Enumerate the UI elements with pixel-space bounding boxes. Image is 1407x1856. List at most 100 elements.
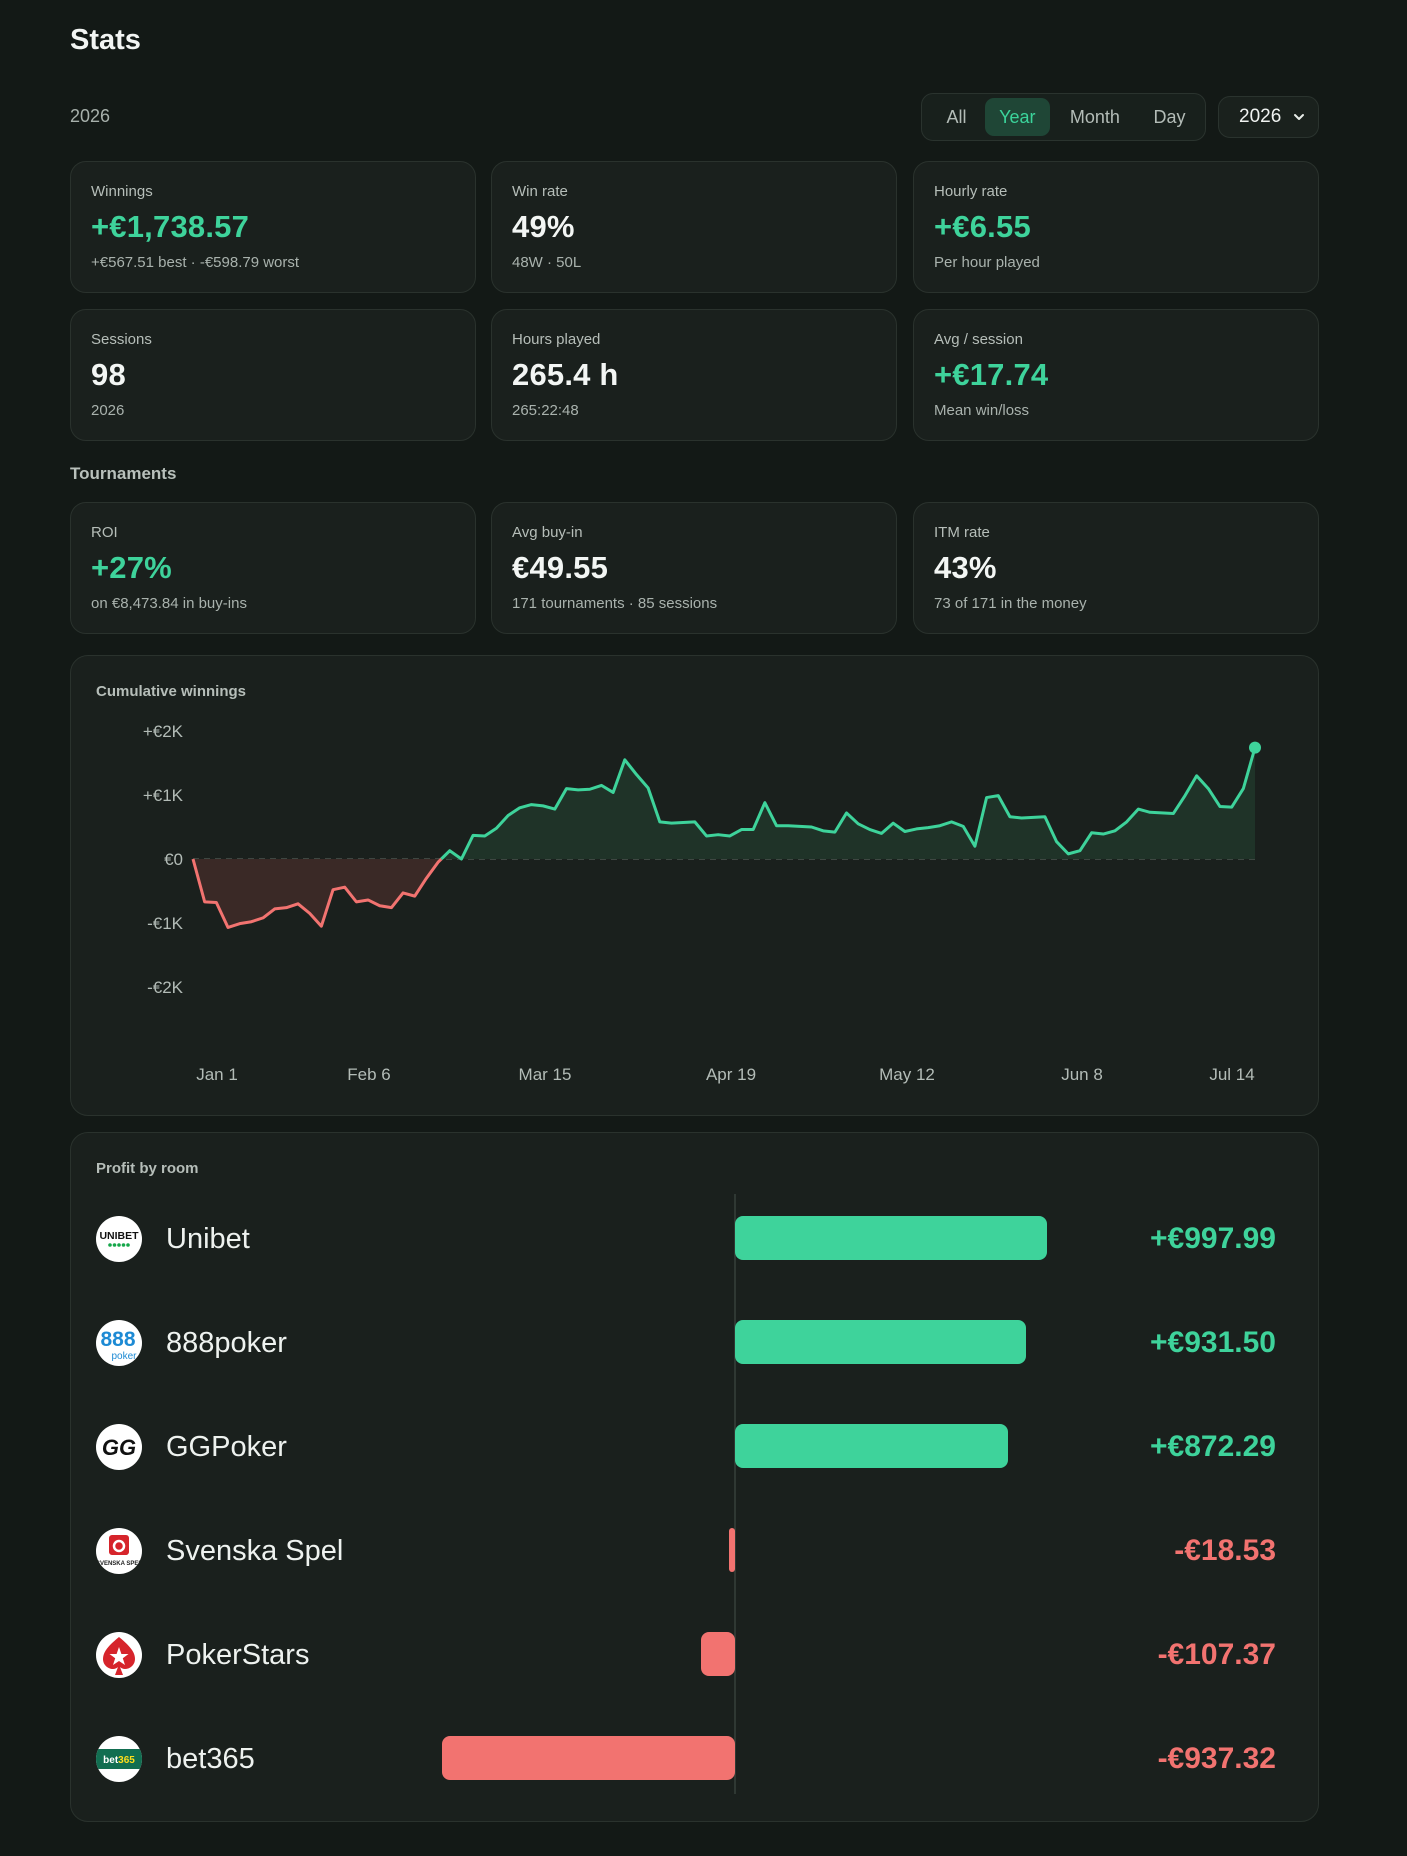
svg-text:UNIBET: UNIBET	[99, 1230, 139, 1242]
bet365-logo: bet365	[96, 1736, 142, 1782]
segment-month[interactable]: Month	[1069, 106, 1120, 127]
stat-subtext: 2026	[91, 402, 125, 419]
room-row-ggpoker[interactable]: GG GGPoker +€872.29	[71, 1422, 1320, 1472]
room-value: +€931.50	[1150, 1326, 1276, 1359]
stat-card-itm-rate: ITM rate 43% 73 of 171 in the money	[913, 502, 1319, 634]
stat-value: 265.4 h	[512, 357, 619, 392]
stat-label: ROI	[91, 524, 118, 541]
stat-card-win-rate: Win rate 49% 48W · 50L	[491, 161, 897, 293]
room-value: +€997.99	[1150, 1222, 1276, 1255]
room-name: bet365	[166, 1743, 255, 1775]
y-tick-label: -€1K	[147, 914, 184, 933]
zero-axis	[734, 1194, 736, 1794]
segment-day[interactable]: Day	[1153, 106, 1186, 127]
page-title: Stats	[70, 24, 141, 56]
room-bar	[701, 1632, 735, 1676]
segment-year[interactable]: Year	[984, 98, 1050, 136]
room-bar	[441, 1736, 735, 1780]
stat-subtext: Mean win/loss	[934, 402, 1030, 419]
stat-value: 43%	[934, 550, 997, 585]
stat-card-winnings: Winnings +€1,738.57 +€567.51 best · -€59…	[70, 161, 476, 293]
room-name: Unibet	[166, 1223, 250, 1255]
stat-card-avg-session: Avg / session +€17.74 Mean win/loss	[913, 309, 1319, 441]
stat-label: Avg buy-in	[512, 524, 583, 541]
room-row-pokerstars[interactable]: PokerStars -€107.37	[71, 1630, 1320, 1680]
x-tick-label: Mar 15	[519, 1065, 572, 1084]
svg-text:GG: GG	[102, 1435, 136, 1460]
negative-area	[193, 859, 442, 928]
stat-label: Hourly rate	[934, 183, 1008, 200]
svg-text:888: 888	[100, 1328, 135, 1351]
room-bar	[729, 1528, 735, 1572]
x-tick-label: Jan 1	[196, 1065, 238, 1084]
stat-value: +€17.74	[934, 357, 1049, 392]
profit-by-room-panel: Profit by room UNIBET Unibet +€997.99 88…	[70, 1132, 1319, 1822]
y-tick-label: -€2K	[147, 978, 184, 997]
room-bar	[735, 1216, 1047, 1260]
stat-card-roi: ROI +27% on €8,473.84 in buy-ins	[70, 502, 476, 634]
cumulative-winnings-chart: +€2K +€1K €0 -€1K -€2K Jan 1 Feb 6 Mar 15 Apr 1…	[143, 722, 1261, 1084]
chevron-down-icon	[1294, 114, 1304, 120]
svenska-spel-logo: SVENSKA SPEL	[96, 1528, 142, 1574]
stat-value: +€1,738.57	[91, 209, 250, 244]
unibet-logo: UNIBET	[96, 1216, 142, 1262]
year-select[interactable]: 2026	[1218, 96, 1319, 138]
room-value: -€937.32	[1157, 1742, 1276, 1775]
room-row-888poker[interactable]: 888 poker 888poker +€931.50	[71, 1318, 1320, 1368]
x-tick-label: Jul 14	[1209, 1065, 1254, 1084]
x-tick-label: Feb 6	[347, 1065, 390, 1084]
svg-text:poker: poker	[111, 1351, 137, 1362]
room-row-svenska-spel[interactable]: SVENSKA SPEL Svenska Spel -€18.53	[71, 1526, 1320, 1576]
room-bar	[735, 1320, 1027, 1364]
tournaments-section-label: Tournaments	[70, 464, 177, 483]
stat-label: ITM rate	[934, 524, 990, 541]
room-row-bet365[interactable]: bet365 bet365 -€937.32	[71, 1734, 1320, 1784]
stat-subtext: Per hour played	[934, 254, 1040, 271]
x-tick-label: May 12	[879, 1065, 935, 1084]
period-segmented-control: All Year Month Day	[921, 93, 1206, 141]
stat-value: €49.55	[512, 550, 609, 585]
ggpoker-logo: GG	[96, 1424, 142, 1470]
room-name: PokerStars	[166, 1639, 310, 1671]
stat-value: 98	[91, 357, 126, 392]
room-name: 888poker	[166, 1327, 287, 1359]
pokerstars-logo	[96, 1632, 142, 1678]
latest-point-marker	[1249, 741, 1261, 754]
cumulative-winnings-panel: Cumulative winnings +€2K +€1K €0 -€1K -€2K J…	[70, 655, 1319, 1116]
stat-subtext: on €8,473.84 in buy-ins	[91, 595, 247, 612]
stat-label: Winnings	[91, 183, 153, 200]
stat-subtext: +€567.51 best · -€598.79 worst	[91, 254, 300, 271]
stat-value: +€6.55	[934, 209, 1031, 244]
negative-line	[191, 857, 443, 929]
chart-title: Cumulative winnings	[96, 683, 247, 700]
y-tick-label: +€1K	[143, 786, 184, 805]
room-value: -€18.53	[1174, 1534, 1276, 1567]
stat-label: Avg / session	[934, 331, 1023, 348]
positive-line	[440, 747, 1257, 861]
stat-subtext: 48W · 50L	[512, 254, 582, 271]
x-tick-label: Jun 8	[1061, 1065, 1103, 1084]
room-value: +€872.29	[1150, 1430, 1276, 1463]
room-name: GGPoker	[166, 1431, 287, 1463]
stat-card-sessions: Sessions 98 2026	[70, 309, 476, 441]
stat-label: Win rate	[512, 183, 568, 200]
stat-value: +27%	[91, 550, 172, 585]
888poker-logo: 888 poker	[96, 1320, 142, 1366]
stat-card-hours-played: Hours played 265.4 h 265:22:48	[491, 309, 897, 441]
stat-label: Sessions	[91, 331, 152, 348]
positive-area	[441, 747, 1255, 859]
room-value: -€107.37	[1157, 1638, 1276, 1671]
stat-value: 49%	[512, 209, 575, 244]
profit-by-room-title: Profit by room	[96, 1160, 199, 1177]
room-row-unibet[interactable]: UNIBET Unibet +€997.99	[71, 1214, 1320, 1264]
svg-text:bet365: bet365	[103, 1755, 135, 1766]
x-tick-label: Apr 19	[706, 1065, 756, 1084]
stat-subtext: 73 of 171 in the money	[934, 595, 1087, 612]
period-label: 2026	[70, 106, 111, 126]
stat-subtext: 171 tournaments · 85 sessions	[512, 595, 718, 612]
stat-card-avg-buy-in: Avg buy-in €49.55 171 tournaments · 85 s…	[491, 502, 897, 634]
y-tick-label: €0	[164, 850, 183, 869]
room-bar	[735, 1424, 1008, 1468]
room-name: Svenska Spel	[166, 1535, 344, 1567]
segment-all[interactable]: All	[946, 106, 967, 127]
